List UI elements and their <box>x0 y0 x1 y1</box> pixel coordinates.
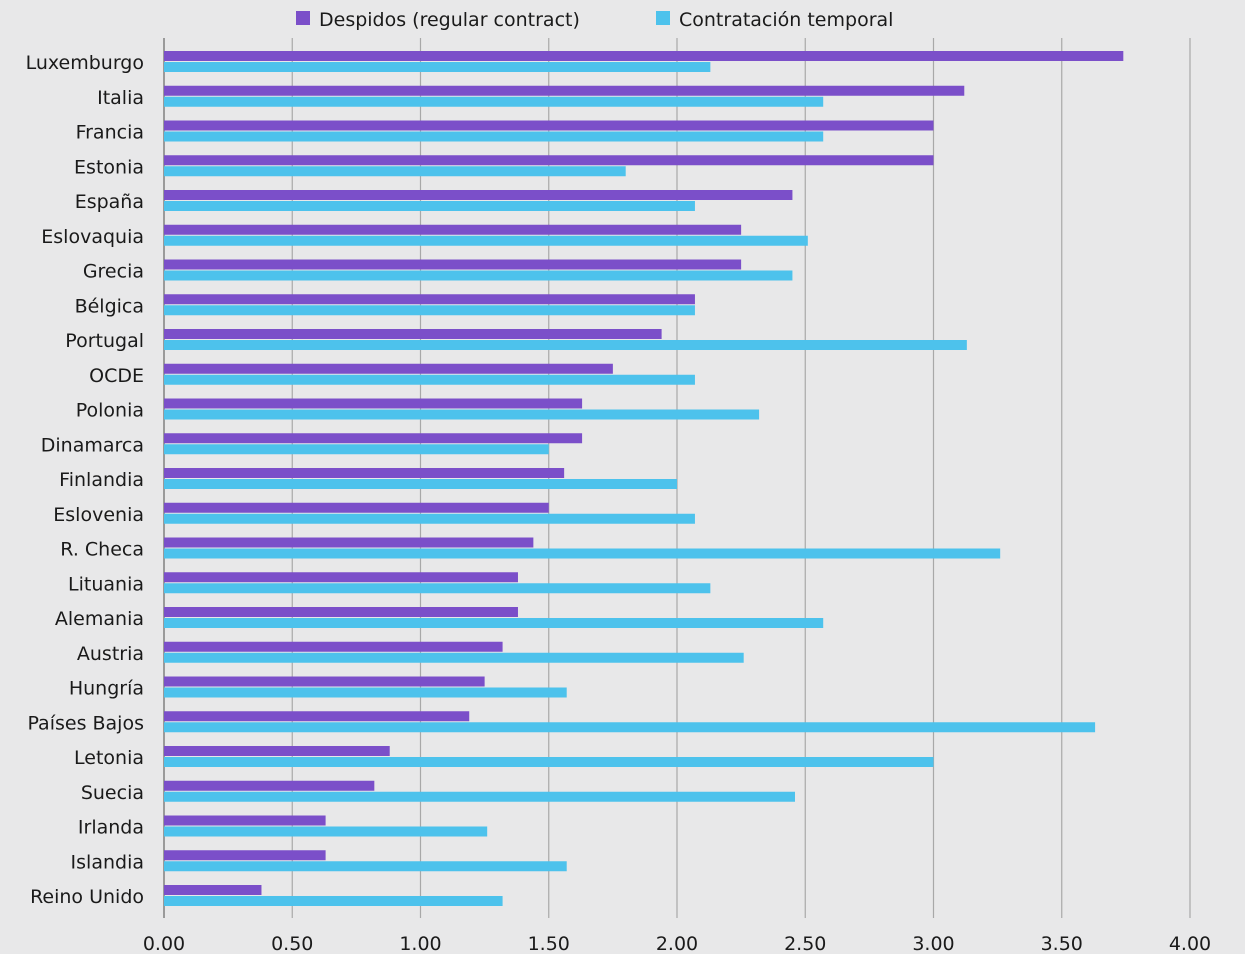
bar-contratacion-temporal <box>164 235 808 246</box>
bar-despidos <box>164 363 613 374</box>
bar-despidos <box>164 294 695 305</box>
category-label: Bélgica <box>75 295 144 317</box>
category-label: Francia <box>76 122 144 144</box>
legend-swatch <box>296 11 310 25</box>
bar-contratacion-temporal <box>164 305 695 316</box>
category-label: Estonia <box>74 156 144 178</box>
legend-label: Contratación temporal <box>679 9 893 31</box>
bar-contratacion-temporal <box>164 479 677 489</box>
category-label: Portugal <box>65 330 144 352</box>
x-tick-label: 4.00 <box>1169 933 1211 954</box>
bar-contratacion-temporal <box>164 201 695 211</box>
bar-despidos <box>164 850 326 861</box>
bar-contratacion-temporal <box>164 409 760 420</box>
x-tick-label: 1.00 <box>399 933 441 954</box>
category-label: Luxemburgo <box>26 52 144 74</box>
category-label: España <box>75 191 144 213</box>
bar-despidos <box>164 815 326 826</box>
bar-contratacion-temporal <box>164 583 711 594</box>
category-label: Lituania <box>68 573 144 595</box>
bar-contratacion-temporal <box>164 757 934 767</box>
bar-despidos <box>164 780 375 791</box>
bar-despidos <box>164 51 1124 61</box>
category-label: Grecia <box>83 261 144 283</box>
bar-contratacion-temporal <box>164 652 744 663</box>
category-label: Hungría <box>69 678 144 700</box>
bar-contratacion-temporal <box>164 896 503 906</box>
bar-contratacion-temporal <box>164 826 488 837</box>
category-label: Reino Unido <box>30 886 144 908</box>
bar-despidos <box>164 607 518 617</box>
bar-despidos <box>164 537 534 548</box>
category-label: Polonia <box>76 400 144 422</box>
category-label: OCDE <box>89 365 144 387</box>
bar-despidos <box>164 572 518 583</box>
bar-despidos <box>164 433 583 444</box>
bar-despidos <box>164 155 934 166</box>
category-label: Islandia <box>71 851 144 873</box>
bar-despidos <box>164 398 583 409</box>
category-label: Letonia <box>74 747 144 769</box>
category-label: Italia <box>97 87 144 109</box>
bar-despidos <box>164 468 565 478</box>
bar-contratacion-temporal <box>164 62 711 72</box>
bar-contratacion-temporal <box>164 548 1001 559</box>
x-tick-label: 0.50 <box>271 933 313 954</box>
bar-contratacion-temporal <box>164 96 824 107</box>
bar-contratacion-temporal <box>164 687 567 698</box>
bar-contratacion-temporal <box>164 513 695 524</box>
bar-contratacion-temporal <box>164 791 795 802</box>
legend-swatch <box>656 11 670 25</box>
bar-despidos <box>164 746 390 756</box>
bar-despidos <box>164 641 503 652</box>
category-label: R. Checa <box>60 539 144 561</box>
bar-despidos <box>164 259 742 270</box>
x-tick-label: 0.00 <box>143 933 185 954</box>
bar-contratacion-temporal <box>164 270 793 281</box>
bar-contratacion-temporal <box>164 131 824 142</box>
legend-label: Despidos (regular contract) <box>319 9 580 31</box>
x-tick-label: 1.50 <box>528 933 570 954</box>
bar-contratacion-temporal <box>164 861 567 872</box>
category-label: Irlanda <box>78 817 144 839</box>
category-label: Dinamarca <box>41 434 144 456</box>
bar-contratacion-temporal <box>164 166 626 177</box>
x-tick-label: 3.00 <box>912 933 954 954</box>
category-label: Austria <box>77 643 144 665</box>
bar-despidos <box>164 190 793 200</box>
category-label: Alemania <box>55 608 144 630</box>
category-label: Países Bajos <box>27 712 144 734</box>
x-tick-label: 3.50 <box>1041 933 1083 954</box>
bar-despidos <box>164 224 742 235</box>
bar-despidos <box>164 120 934 131</box>
category-label: Finlandia <box>59 469 144 491</box>
bar-despidos <box>164 85 965 96</box>
bar-contratacion-temporal <box>164 340 967 350</box>
bar-contratacion-temporal <box>164 444 549 455</box>
bar-despidos <box>164 676 485 687</box>
x-tick-label: 2.00 <box>656 933 698 954</box>
x-tick-label: 2.50 <box>784 933 826 954</box>
category-label: Suecia <box>81 782 144 804</box>
category-label: Eslovenia <box>53 504 144 526</box>
bar-despidos <box>164 885 262 895</box>
bar-despidos <box>164 502 549 513</box>
bar-contratacion-temporal <box>164 618 824 628</box>
bar-despidos <box>164 711 470 722</box>
category-label: Eslovaquia <box>41 226 144 248</box>
bar-contratacion-temporal <box>164 722 1096 733</box>
bar-despidos <box>164 329 662 339</box>
bar-contratacion-temporal <box>164 374 695 385</box>
